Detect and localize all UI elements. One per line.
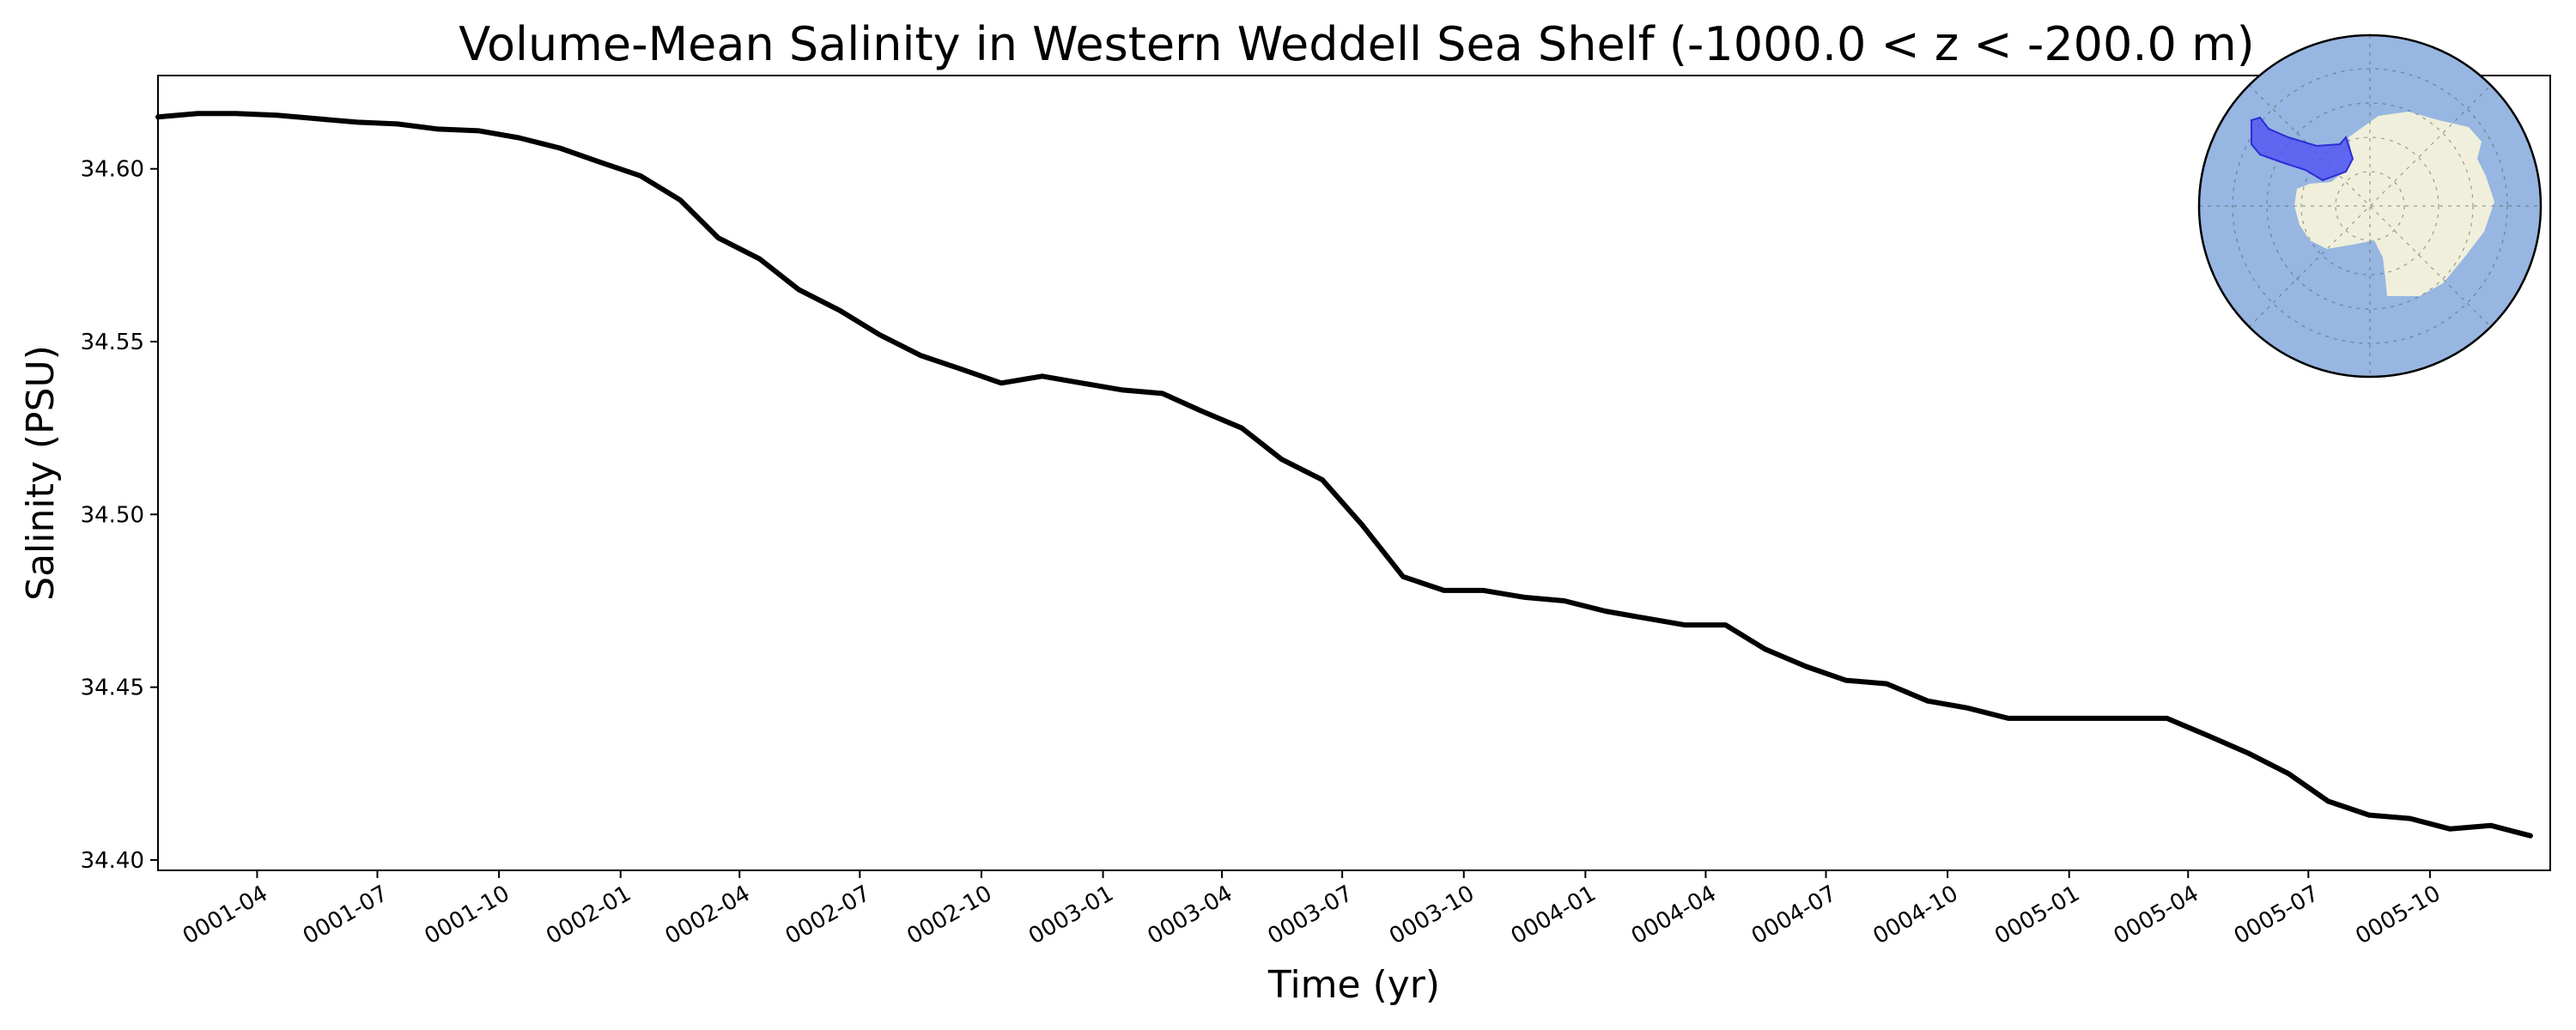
x-axis-label: Time (yr) <box>1267 963 1440 1007</box>
y-tick-label: 34.45 <box>81 676 144 701</box>
x-tick-label: 0001-04 <box>179 881 272 949</box>
salinity-line <box>155 111 2533 839</box>
x-tick-label: 0005-01 <box>1990 881 2084 949</box>
x-tick-label: 0002-01 <box>542 881 635 949</box>
x-tick-label: 0004-01 <box>1507 881 1601 949</box>
x-tick-label: 0003-01 <box>1024 881 1118 949</box>
graticule <box>2199 35 2541 377</box>
x-tick-label: 0002-10 <box>902 881 996 949</box>
x-tick-label: 0002-07 <box>781 881 875 949</box>
y-tick-label: 34.50 <box>81 502 144 528</box>
region-highlight <box>2251 116 2354 182</box>
plot-area <box>155 75 2551 871</box>
x-tick-label: 0002-04 <box>661 881 755 949</box>
y-tick-label: 34.40 <box>81 848 144 874</box>
x-tick-label: 0003-10 <box>1385 881 1479 949</box>
x-tick-label: 0001-07 <box>299 881 392 949</box>
x-tick-label: 0001-10 <box>421 881 514 949</box>
inset-map <box>2197 33 2543 379</box>
x-tick-label: 0005-10 <box>2351 881 2445 949</box>
x-tick-label: 0003-07 <box>1264 881 1358 949</box>
x-tick-label: 0003-04 <box>1143 881 1236 949</box>
chart-title: Volume-Mean Salinity in Western Weddell … <box>459 17 2255 71</box>
x-tick-label: 0004-07 <box>1747 881 1841 949</box>
globe-border <box>2197 33 2543 379</box>
y-tick-label: 34.55 <box>81 330 144 355</box>
x-axis: 0001-04 0001-07 0001-10 0002-01 0002-04 0002-… <box>179 870 2445 949</box>
antarctica-land <box>2294 112 2494 296</box>
x-tick-label: 0004-10 <box>1869 881 1963 949</box>
y-tick-label: 34.60 <box>81 157 144 183</box>
x-tick-label: 0004-04 <box>1627 881 1721 949</box>
x-tick-label: 0005-04 <box>2110 881 2203 949</box>
y-axis-label: Salinity (PSU) <box>19 345 63 601</box>
plot-frame <box>157 75 2551 871</box>
y-axis: 34.40 34.45 34.50 34.55 34.60 <box>81 157 158 874</box>
x-tick-label: 0005-07 <box>2230 881 2324 949</box>
